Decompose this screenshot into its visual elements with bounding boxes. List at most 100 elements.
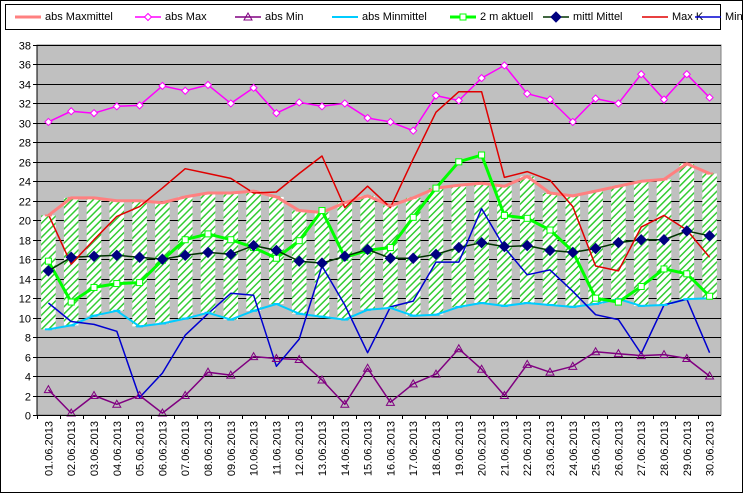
x-tick-label: 10.06.2013 bbox=[249, 421, 261, 476]
legend-swatch bbox=[332, 16, 358, 18]
x-tick-label: 03.06.2013 bbox=[89, 421, 101, 476]
point-mittl-mittel bbox=[111, 249, 123, 262]
point-abs-max bbox=[591, 94, 600, 103]
point-2-m-aktuell bbox=[637, 282, 645, 290]
point-2-m-aktuell bbox=[90, 283, 98, 291]
point-abs-min bbox=[613, 348, 624, 358]
point-abs-min bbox=[225, 370, 236, 379]
point-abs-max bbox=[636, 70, 646, 79]
x-tick-label: 16.06.2013 bbox=[385, 421, 397, 476]
point-abs-min bbox=[408, 378, 419, 388]
y-tick-label: 24 bbox=[19, 177, 31, 189]
point-abs-min bbox=[89, 390, 99, 400]
y-tick-label: 20 bbox=[19, 216, 31, 228]
series-markers bbox=[42, 61, 716, 417]
y-tick-label: 22 bbox=[19, 197, 31, 209]
series-line-2-m-aktuell bbox=[47, 153, 711, 304]
point-mittl-mittel bbox=[430, 248, 442, 261]
y-tick-label: 36 bbox=[19, 60, 31, 72]
band-bar bbox=[519, 176, 535, 304]
point-mittl-mittel bbox=[407, 252, 419, 264]
x-tick-label: 22.06.2013 bbox=[522, 421, 534, 476]
point-mittl-mittel bbox=[453, 241, 465, 254]
point-2-m-aktuell bbox=[683, 270, 691, 278]
x-tick-label: 23.06.2013 bbox=[545, 421, 557, 476]
point-abs-min bbox=[180, 390, 191, 400]
x-tick-label: 04.06.2013 bbox=[112, 421, 124, 476]
x-tick-label: 06.06.2013 bbox=[157, 421, 169, 476]
point-2-m-aktuell bbox=[432, 184, 440, 192]
x-tick-label: 15.06.2013 bbox=[363, 421, 375, 476]
y-tick-label: 2 bbox=[25, 392, 31, 404]
point-mittl-mittel bbox=[567, 246, 579, 259]
point-abs-min bbox=[362, 363, 373, 372]
x-tick-label: 17.06.2013 bbox=[408, 421, 420, 476]
y-tick-label: 28 bbox=[19, 138, 31, 150]
point-2-m-aktuell bbox=[181, 236, 189, 244]
point-abs-min bbox=[385, 397, 396, 406]
point-abs-max bbox=[454, 96, 464, 105]
point-abs-max bbox=[431, 91, 441, 100]
point-mittl-mittel bbox=[179, 249, 191, 262]
markers-mittl-mittel bbox=[42, 225, 716, 277]
point-abs-max bbox=[659, 95, 669, 104]
point-abs-min bbox=[271, 353, 282, 363]
point-abs-max bbox=[614, 99, 623, 108]
x-tick-label: 09.06.2013 bbox=[226, 421, 238, 476]
point-abs-max bbox=[568, 117, 578, 127]
point-mittl-mittel bbox=[681, 225, 693, 237]
point-abs-max bbox=[386, 117, 395, 127]
point-2-m-aktuell bbox=[386, 244, 394, 252]
point-2-m-aktuell bbox=[136, 279, 144, 287]
y-tick-label: 32 bbox=[19, 99, 31, 111]
point-2-m-aktuell bbox=[227, 236, 235, 244]
series-line-abs-maxmittel bbox=[47, 162, 711, 217]
point-mittl-mittel bbox=[384, 252, 397, 264]
y-tick-label: 16 bbox=[19, 255, 31, 267]
x-tick-label: 26.06.2013 bbox=[613, 421, 625, 476]
point-mittl-mittel bbox=[339, 250, 351, 262]
point-mittl-mittel bbox=[316, 257, 328, 269]
point-abs-max bbox=[477, 73, 486, 83]
point-abs-max bbox=[112, 102, 122, 111]
point-abs-max bbox=[180, 86, 190, 95]
x-tick-label: 08.06.2013 bbox=[203, 421, 215, 476]
point-2-m-aktuell bbox=[409, 213, 417, 221]
point-abs-min bbox=[431, 369, 441, 378]
y-tick-label: 12 bbox=[19, 294, 31, 306]
legend-swatch-marker bbox=[550, 11, 562, 23]
x-tick-label: 29.06.2013 bbox=[682, 421, 694, 476]
point-abs-min bbox=[134, 390, 145, 400]
point-2-m-aktuell bbox=[614, 298, 622, 306]
point-2-m-aktuell bbox=[455, 158, 463, 166]
point-abs-min bbox=[66, 408, 77, 417]
point-mittl-mittel bbox=[475, 236, 488, 249]
point-2-m-aktuell bbox=[546, 226, 554, 234]
y-tick-label: 0 bbox=[25, 411, 31, 423]
band-bar bbox=[132, 200, 147, 327]
series-line-min-k bbox=[47, 207, 711, 399]
point-2-m-aktuell bbox=[67, 298, 75, 306]
legend-swatch bbox=[450, 13, 476, 21]
x-axis: 01.06.2013 02.06.2013 03.06.2013 04.06.2013… bbox=[37, 415, 721, 476]
point-abs-min bbox=[157, 408, 168, 417]
point-abs-max bbox=[226, 99, 236, 108]
point-abs-max bbox=[294, 98, 304, 107]
point-mittl-mittel bbox=[270, 244, 283, 257]
legend-label: mittl Mittel bbox=[573, 11, 623, 23]
point-abs-min bbox=[294, 354, 305, 363]
point-mittl-mittel bbox=[703, 230, 716, 242]
legend-label: 2 m aktuell bbox=[480, 11, 534, 23]
y-tick-label: 34 bbox=[19, 80, 31, 92]
point-abs-max bbox=[340, 99, 350, 108]
legend-label: abs Min bbox=[265, 11, 304, 23]
y-tick-label: 8 bbox=[25, 333, 31, 345]
x-tick-label: 28.06.2013 bbox=[659, 421, 671, 476]
y-tick-label: 6 bbox=[25, 353, 31, 365]
x-tick-label: 11.06.2013 bbox=[271, 421, 283, 475]
legend-swatch bbox=[135, 12, 161, 22]
point-mittl-mittel bbox=[225, 248, 237, 261]
x-tick-label: 02.06.2013 bbox=[66, 421, 78, 476]
point-2-m-aktuell bbox=[113, 280, 121, 288]
